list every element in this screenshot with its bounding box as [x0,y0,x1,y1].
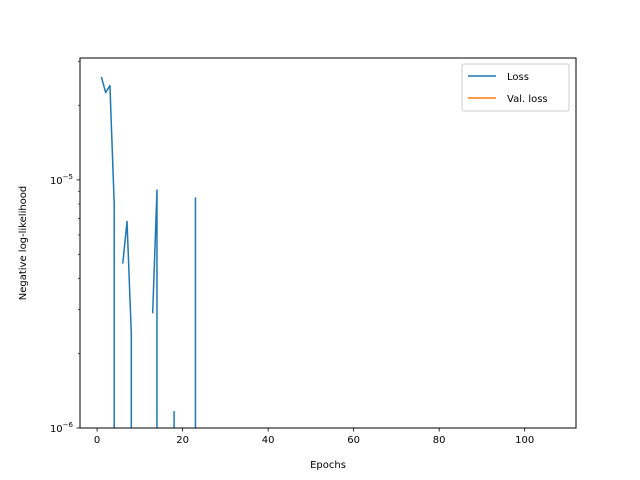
legend-label-val-loss: Val. loss [507,94,548,105]
y-tick-label: 10−6 [50,421,74,435]
plot-area [80,58,576,428]
y-axis-label: Negative log-likelihood [18,186,29,301]
x-tick-label: 80 [433,435,446,446]
x-tick-label: 20 [176,435,189,446]
legend-label-loss: Loss [507,72,529,83]
x-tick-label: 100 [515,435,534,446]
plot-frame [79,57,577,429]
x-axis-label: Epochs [310,460,346,471]
series-line-loss [100,76,197,428]
y-tick-label: 10−5 [50,173,73,187]
x-tick-label: 40 [262,435,275,446]
series-layer [100,76,197,428]
x-tick-label: 60 [347,435,360,446]
legend: Loss Val. loss [461,63,570,112]
x-tick-label: 0 [94,435,100,446]
